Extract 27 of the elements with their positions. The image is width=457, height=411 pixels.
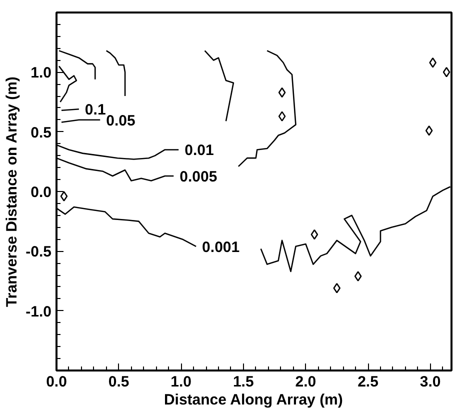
x-tick-label: 3.0 (420, 374, 441, 390)
point (333, 283, 341, 294)
point (442, 67, 450, 78)
annotation: 0.1 (84, 102, 106, 119)
annotation: 0.005 (180, 168, 218, 186)
y-tick-label: 0.5 (30, 124, 52, 142)
point (425, 125, 433, 136)
x-tick-label: 1.5 (232, 374, 254, 390)
point (354, 271, 362, 282)
annotation: 0.01 (184, 142, 214, 160)
x-tick-label: 2.0 (295, 374, 316, 390)
annotation: 0.001 (202, 238, 240, 256)
x-axis-title: Distance Along Array (m) (164, 392, 343, 408)
point (278, 111, 286, 122)
y-tick-label: 0.0 (30, 184, 52, 201)
x-tick-label: 1.0 (170, 374, 192, 390)
annotation: 0.05 (106, 112, 136, 130)
x-tick-label: 0.5 (108, 374, 130, 390)
point (60, 191, 68, 202)
y-tick-label: -1.0 (26, 303, 52, 320)
y-tick-label: 1.0 (30, 64, 52, 82)
x-tick-label: 2.5 (358, 374, 378, 390)
x-tick-label: 0.0 (46, 374, 67, 390)
y-axis-title: Tranverse Distance on Array (m) (4, 76, 21, 307)
y-tick-label: -0.5 (26, 244, 52, 261)
point (310, 229, 318, 240)
point (278, 87, 286, 98)
